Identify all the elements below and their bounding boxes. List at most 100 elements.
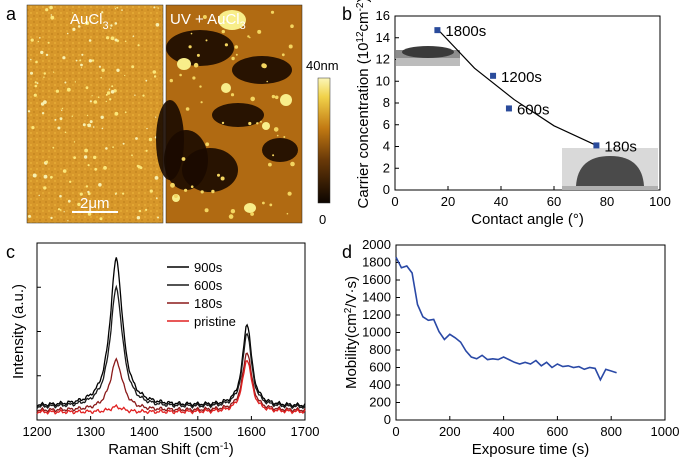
afm-particle <box>231 56 235 61</box>
afm-particle <box>228 214 234 219</box>
afm-particle <box>39 37 41 39</box>
afm-particle <box>181 157 186 161</box>
afm-particle <box>50 175 53 179</box>
chart-c-xtick-label: 1700 <box>291 424 320 439</box>
afm-particle <box>124 40 127 43</box>
afm-particle <box>247 35 250 38</box>
afm-particle <box>153 75 157 78</box>
afm-particle <box>260 120 262 123</box>
afm-bright-region <box>262 122 270 130</box>
chart-d-ytick-label: 1200 <box>362 307 391 322</box>
afm-particle <box>193 62 199 68</box>
chart-c-legend-label: 900s <box>194 260 223 275</box>
afm-particle <box>192 76 196 80</box>
afm-particle <box>146 127 148 130</box>
afm-particle <box>57 126 61 130</box>
chart-c-series-line <box>36 284 306 410</box>
chart-b-xtick-label: 0 <box>391 194 398 209</box>
chart-c-xtick-label: 1500 <box>183 424 212 439</box>
afm-particle <box>110 36 115 41</box>
chart-b-fit-curve <box>436 28 597 146</box>
afm-particle <box>34 81 37 84</box>
colorbar-max-label: 40nm <box>306 58 339 73</box>
afm-particle <box>153 6 156 9</box>
afm-particle <box>75 59 78 62</box>
chart-b-ylabel: Carrier concentration (1012cm-2) <box>355 0 372 208</box>
afm-particle <box>142 94 145 97</box>
afm-particle <box>223 20 226 23</box>
afm-patches-right <box>156 10 298 219</box>
afm-dark-region <box>232 56 292 84</box>
afm-particle <box>43 174 48 179</box>
chart-c-xtick-label: 1300 <box>76 424 105 439</box>
afm-dark-region <box>262 138 298 162</box>
chart-b-ytick-label: 0 <box>383 182 390 197</box>
chart-d-ytick-label: 800 <box>369 342 391 357</box>
afm-particle <box>33 93 37 97</box>
afm-particle <box>87 164 90 167</box>
afm-dark-region <box>182 148 238 192</box>
afm-particle <box>116 6 119 9</box>
afm-particle <box>100 115 104 120</box>
afm-particle <box>157 216 159 219</box>
chart-b-ytick-label: 2 <box>383 160 390 175</box>
afm-particle <box>87 123 92 128</box>
afm-particle <box>77 25 81 28</box>
afm-particle <box>67 199 71 203</box>
chart-b: 0 20 40 60 80 100 0 2 4 6 8 10 12 14 16 1800s 1200s 600s 1… <box>355 0 671 228</box>
afm-particle <box>190 185 194 188</box>
afm-particle <box>185 107 190 111</box>
afm-particle <box>98 208 100 210</box>
afm-particle <box>145 79 148 82</box>
afm-particle <box>83 155 88 159</box>
afm-particle <box>268 162 272 167</box>
afm-particle <box>71 115 74 117</box>
afm-particle <box>74 81 77 83</box>
afm-particle <box>110 24 113 27</box>
chart-c: 1200 1300 1400 1500 1600 1700 900s 600s 180s pris… <box>10 242 320 458</box>
chart-d-ylabel: Mobility(cm2/V·s) <box>343 276 360 389</box>
afm-particle <box>49 5 53 10</box>
afm-particle <box>69 180 72 183</box>
afm-particle <box>261 63 267 68</box>
afm-particle <box>61 107 64 110</box>
chart-c-ylabel: Intensity (a.u.) <box>10 284 27 379</box>
chart-c-xtick-label: 1400 <box>130 424 159 439</box>
afm-image-left: AuCl3 2μm <box>26 4 164 224</box>
afm-particle <box>30 38 34 42</box>
afm-particle <box>149 189 153 193</box>
panel-label-c: c <box>6 242 15 262</box>
afm-particle <box>50 15 55 20</box>
afm-particle <box>154 176 159 180</box>
chart-d-xlabel: Exposure time (s) <box>472 441 590 458</box>
afm-particle <box>77 202 81 207</box>
afm-particle <box>66 32 69 35</box>
afm-particle <box>205 39 208 42</box>
afm-particle <box>86 124 89 126</box>
afm-particle <box>257 29 262 34</box>
afm-particle <box>87 212 92 216</box>
afm-particle <box>53 71 55 73</box>
afm-particle <box>40 50 44 55</box>
afm-particle <box>230 93 235 97</box>
chart-d-ytick-label: 0 <box>384 412 391 427</box>
afm-particle <box>272 154 275 157</box>
afm-image-right: UV + AuCl3 <box>156 4 303 224</box>
afm-particle <box>30 58 32 61</box>
chart-b-xlabel: Contact angle (°) <box>471 211 584 228</box>
afm-particle <box>184 188 188 192</box>
colorbar: 40nm 0 <box>306 58 339 227</box>
afm-particle <box>155 197 158 200</box>
afm-particle <box>101 11 104 14</box>
afm-particle <box>108 88 111 90</box>
afm-particle <box>85 185 89 188</box>
chart-d-ytick-label: 2000 <box>362 237 391 252</box>
afm-particle <box>274 95 279 100</box>
chart-b-point-label: 1200s <box>501 69 542 86</box>
afm-particle <box>204 208 209 213</box>
afm-left-title: AuCl3 <box>70 11 109 32</box>
afm-particle <box>43 186 47 190</box>
afm-particle <box>32 173 37 178</box>
chart-c-series-line <box>36 359 306 415</box>
afm-particle <box>50 14 52 16</box>
